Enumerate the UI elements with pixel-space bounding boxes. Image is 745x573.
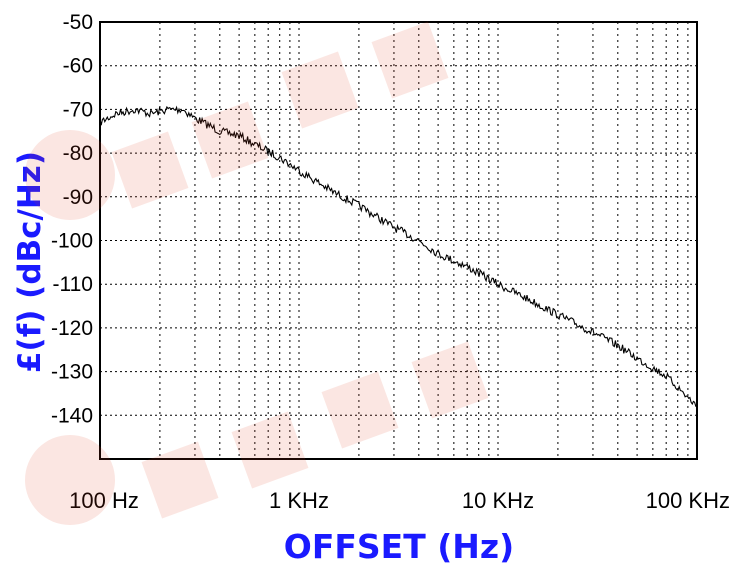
x-tick-labels: 100 Hz 1 KHz 10 KHz 100 KHz (69, 488, 730, 513)
y-axis-label: £(f) (dBc/Hz) (12, 151, 48, 373)
grid (100, 21, 697, 459)
plot-frame (99, 21, 698, 460)
phase-noise-trace (99, 105, 698, 408)
y-tick-label: -90 (63, 186, 93, 209)
y-tick-label: -60 (63, 55, 93, 78)
trace-layer (99, 105, 698, 408)
y-tick-labels: -50 -60 -70 -80 -90 -100 -110 -120 -130 -140 (51, 11, 93, 427)
x-tick-label: 100 Hz (69, 488, 139, 513)
x-tick-label: 100 KHz (646, 488, 730, 513)
y-tick-label: -120 (51, 317, 93, 340)
y-tick-label: -50 (63, 11, 93, 34)
y-tick-label: -100 (51, 230, 93, 253)
y-tick-label: -110 (53, 273, 93, 296)
y-tick-label: -80 (63, 142, 93, 165)
y-tick-label: -70 (63, 98, 93, 121)
x-tick-label: 10 KHz (462, 488, 534, 513)
x-axis-label: OFFSET (Hz) (284, 527, 514, 566)
x-tick-label: 1 KHz (269, 488, 329, 513)
y-tick-label: -130 (51, 361, 93, 384)
y-tick-label: -140 (51, 404, 93, 427)
